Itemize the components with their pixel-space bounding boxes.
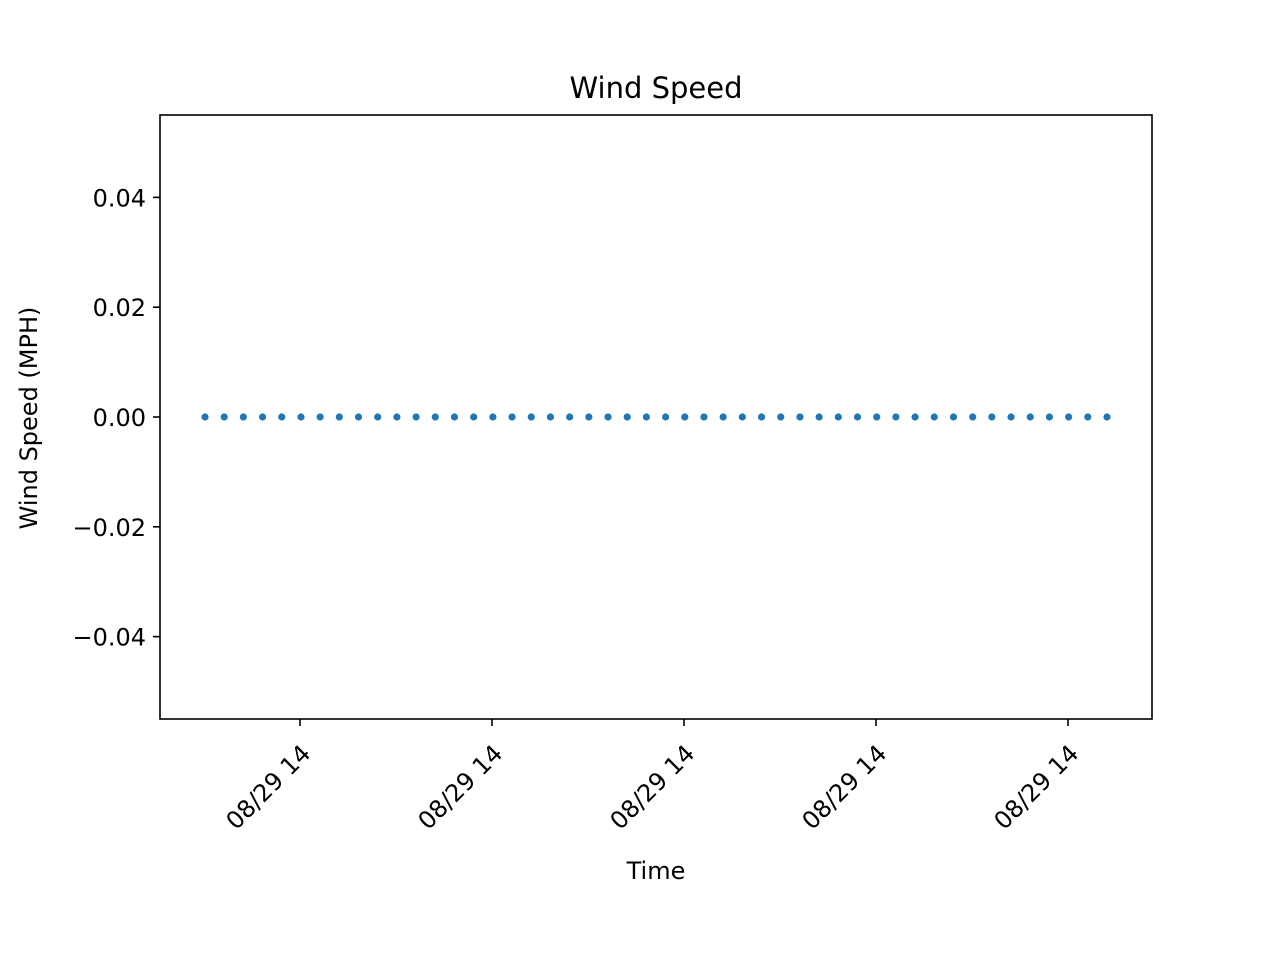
data-point: [451, 413, 458, 420]
data-point: [278, 413, 285, 420]
data-point: [508, 413, 515, 420]
x-axis-label: Time: [626, 857, 686, 885]
data-point: [720, 413, 727, 420]
data-point: [1103, 413, 1110, 420]
x-tick-label: 08/29 14: [413, 739, 509, 835]
data-point: [297, 413, 304, 420]
data-point: [662, 413, 669, 420]
data-point: [604, 413, 611, 420]
y-tick-label: 0.02: [93, 294, 146, 322]
data-point: [816, 413, 823, 420]
x-tick-label: 08/29 14: [221, 739, 317, 835]
data-point: [240, 413, 247, 420]
data-point: [259, 413, 266, 420]
x-axis-ticks: 08/29 14 08/29 14 08/29 14 08/29 14 08/29 14: [221, 719, 1085, 835]
data-point: [432, 413, 439, 420]
data-point: [892, 413, 899, 420]
x-tick-label: 08/29 14: [797, 739, 893, 835]
data-point: [355, 413, 362, 420]
data-point: [547, 413, 554, 420]
data-point: [911, 413, 918, 420]
plot-area: [160, 115, 1152, 719]
data-point: [1027, 413, 1034, 420]
data-point: [969, 413, 976, 420]
data-point: [1046, 413, 1053, 420]
data-point: [317, 413, 324, 420]
data-point: [566, 413, 573, 420]
data-point: [470, 413, 477, 420]
data-point: [1084, 413, 1091, 420]
data-point: [221, 413, 228, 420]
data-point: [950, 413, 957, 420]
data-point: [585, 413, 592, 420]
data-point: [374, 413, 381, 420]
data-point: [777, 413, 784, 420]
data-point: [739, 413, 746, 420]
data-point: [758, 413, 765, 420]
data-point: [931, 413, 938, 420]
data-point: [1065, 413, 1072, 420]
chart-title: Wind Speed: [569, 71, 742, 105]
x-tick-label: 08/29 14: [605, 739, 701, 835]
data-point: [393, 413, 400, 420]
data-point: [854, 413, 861, 420]
y-tick-label: −0.04: [72, 624, 146, 652]
y-tick-label: −0.02: [72, 514, 146, 542]
y-tick-label: 0.00: [93, 404, 146, 432]
y-tick-label: 0.04: [93, 184, 146, 212]
data-point: [1007, 413, 1014, 420]
data-point: [988, 413, 995, 420]
data-point: [413, 413, 420, 420]
data-point: [643, 413, 650, 420]
data-point: [489, 413, 496, 420]
data-point: [796, 413, 803, 420]
data-point: [528, 413, 535, 420]
y-axis-ticks: 0.04 0.02 0.00 −0.02 −0.04: [72, 184, 160, 651]
data-point: [681, 413, 688, 420]
data-point: [336, 413, 343, 420]
data-point: [700, 413, 707, 420]
y-axis-label: Wind Speed (MPH): [15, 307, 43, 530]
data-point: [873, 413, 880, 420]
data-point: [201, 413, 208, 420]
data-point: [624, 413, 631, 420]
x-tick-label: 08/29 14: [989, 739, 1085, 835]
data-point: [835, 413, 842, 420]
